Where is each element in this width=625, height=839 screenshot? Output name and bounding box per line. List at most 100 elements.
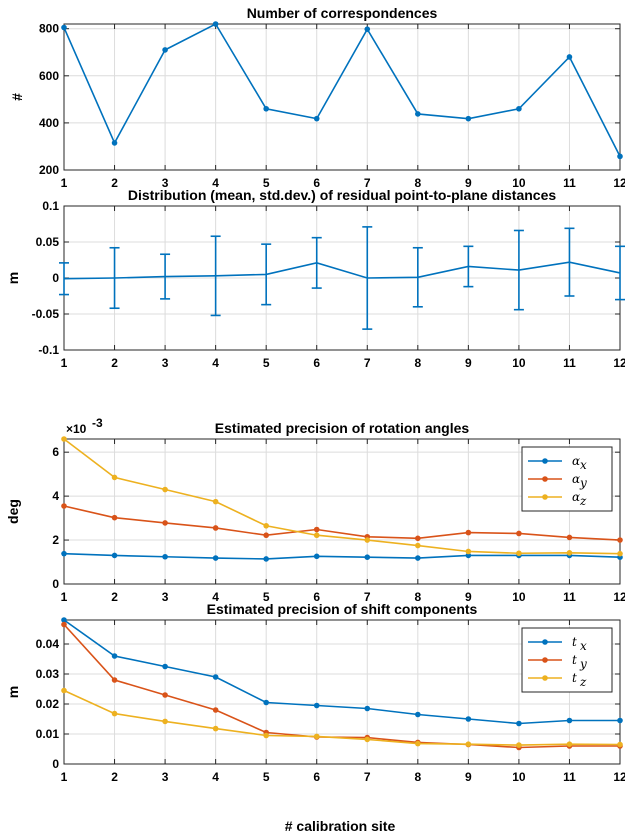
data-point bbox=[162, 718, 168, 725]
y-tick-label: -0.05 bbox=[32, 307, 60, 321]
data-point bbox=[617, 537, 623, 543]
data-point bbox=[415, 535, 421, 542]
data-point bbox=[566, 717, 573, 724]
data-point bbox=[617, 741, 623, 748]
x-tick-label: 9 bbox=[465, 176, 472, 190]
x-tick-label: 6 bbox=[313, 590, 320, 604]
x-tick-label: 7 bbox=[364, 356, 371, 370]
y-tick-label: 0 bbox=[52, 577, 59, 591]
data-point bbox=[162, 692, 168, 698]
y-axis-label: m bbox=[5, 272, 21, 284]
x-tick-label: 2 bbox=[111, 176, 118, 190]
data-point bbox=[364, 554, 371, 560]
x-tick-label: 3 bbox=[162, 590, 169, 604]
data-point bbox=[566, 54, 573, 60]
data-point bbox=[263, 532, 269, 539]
data-point bbox=[61, 621, 67, 628]
data-point bbox=[263, 699, 269, 706]
data-point bbox=[465, 716, 472, 722]
x-tick-label: 4 bbox=[212, 770, 219, 784]
x-tick-label: 7 bbox=[364, 176, 371, 190]
data-point bbox=[465, 741, 472, 747]
data-point bbox=[212, 725, 219, 732]
legend-marker bbox=[542, 458, 548, 464]
chart-title: Estimated precision of rotation angles bbox=[215, 420, 470, 436]
series-1 bbox=[61, 550, 623, 562]
y-axis-label: # bbox=[9, 93, 25, 101]
x-tick-label: 11 bbox=[563, 176, 576, 190]
data-point bbox=[313, 115, 320, 122]
x-tick-label: 8 bbox=[414, 356, 421, 370]
x-tick-label: 8 bbox=[414, 770, 421, 784]
y-tick-label: 0.1 bbox=[42, 199, 59, 213]
y-tick-label: 0.05 bbox=[36, 235, 60, 249]
data-point bbox=[465, 548, 472, 555]
legend-marker bbox=[542, 494, 548, 500]
x-tick-label: 1 bbox=[61, 356, 68, 370]
data-point bbox=[516, 550, 522, 557]
data-point bbox=[162, 553, 168, 560]
x-tick-label: 5 bbox=[263, 356, 270, 370]
series-1 bbox=[61, 21, 623, 160]
data-point bbox=[61, 436, 67, 442]
data-point bbox=[364, 537, 371, 543]
legend-marker bbox=[542, 675, 548, 681]
data-point bbox=[313, 553, 320, 560]
data-point bbox=[111, 653, 118, 659]
data-point bbox=[212, 21, 219, 27]
series-line bbox=[63, 619, 620, 725]
data-point bbox=[364, 736, 371, 743]
data-point bbox=[313, 702, 320, 709]
data-point bbox=[61, 550, 67, 557]
data-point bbox=[111, 474, 118, 481]
data-point bbox=[415, 542, 421, 549]
axes-box bbox=[63, 438, 621, 585]
y-tick-label: 400 bbox=[39, 116, 59, 130]
x-tick-label: 12 bbox=[613, 176, 625, 190]
legend-label: t bbox=[572, 671, 577, 685]
data-point bbox=[212, 674, 219, 680]
y-tick-label: 0.03 bbox=[36, 667, 60, 681]
x-tick-label: 10 bbox=[512, 356, 526, 370]
y-axis-label: m bbox=[5, 686, 21, 698]
data-point bbox=[212, 525, 219, 531]
x-tick-label: 2 bbox=[111, 590, 118, 604]
y-tick-label: 0 bbox=[52, 757, 59, 771]
legend: t xt yt z bbox=[521, 627, 613, 693]
x-tick-label: 4 bbox=[212, 356, 219, 370]
data-point bbox=[415, 111, 421, 117]
y-tick-label: 4 bbox=[52, 489, 59, 503]
x-tick-label: 8 bbox=[414, 176, 421, 190]
x-tick-label: 6 bbox=[313, 176, 320, 190]
x-axis-label: # calibration site bbox=[285, 818, 396, 834]
data-point bbox=[61, 503, 67, 509]
series-line bbox=[63, 261, 621, 280]
legend-label-subscript: x bbox=[580, 458, 587, 472]
plot-area bbox=[64, 24, 620, 170]
data-point bbox=[566, 550, 573, 556]
y-tick-label: 0.02 bbox=[36, 697, 60, 711]
x-tick-label: 11 bbox=[563, 356, 576, 370]
y-tick-label: 200 bbox=[39, 163, 59, 177]
data-point bbox=[263, 732, 269, 739]
data-point bbox=[415, 555, 421, 561]
series-3 bbox=[61, 687, 623, 748]
x-tick-label: 2 bbox=[111, 356, 118, 370]
legend-label: t bbox=[572, 653, 577, 667]
legend-label-subscript: y bbox=[579, 657, 587, 671]
data-point bbox=[364, 705, 371, 712]
data-point bbox=[415, 711, 421, 718]
y-axis-label: deg bbox=[5, 499, 21, 524]
data-point bbox=[415, 740, 421, 747]
data-point bbox=[61, 24, 67, 31]
legend: α xα yα z bbox=[521, 446, 613, 512]
x-tick-label: 3 bbox=[162, 176, 169, 190]
x-tick-label: 9 bbox=[465, 770, 472, 784]
legend-label: α bbox=[572, 472, 580, 486]
x-tick-label: 12 bbox=[613, 356, 625, 370]
x-tick-label: 10 bbox=[512, 770, 526, 784]
data-point bbox=[465, 115, 472, 122]
data-point bbox=[263, 556, 269, 562]
legend-label: α bbox=[572, 490, 580, 504]
